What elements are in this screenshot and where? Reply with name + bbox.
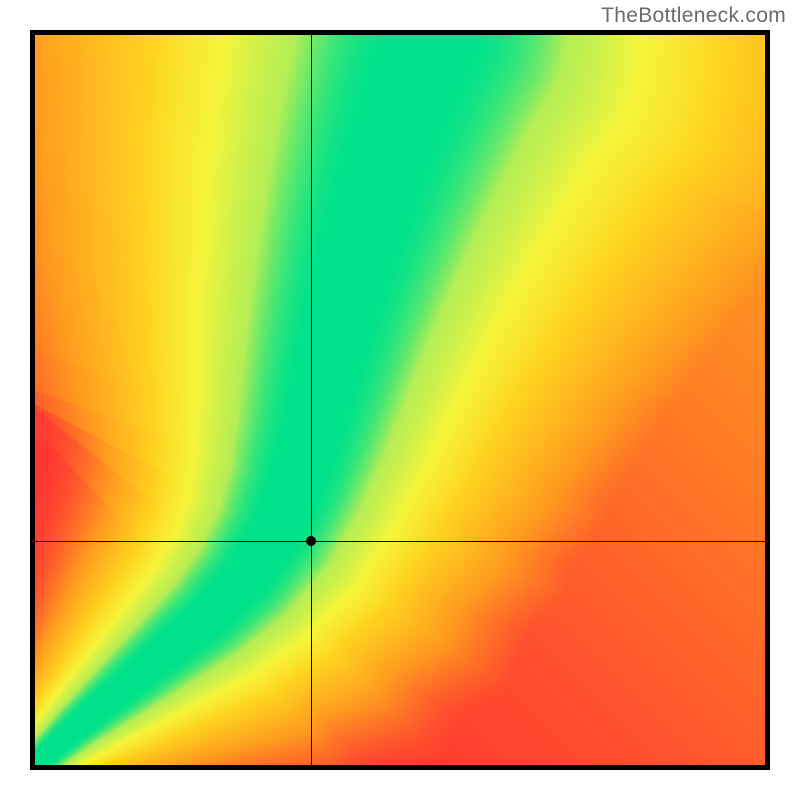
crosshair-horizontal	[35, 541, 765, 542]
marker-point	[306, 536, 316, 546]
heatmap-canvas	[35, 35, 765, 765]
watermark-text: TheBottleneck.com	[601, 4, 786, 28]
crosshair-vertical	[311, 35, 312, 765]
heatmap-plot	[30, 30, 770, 770]
